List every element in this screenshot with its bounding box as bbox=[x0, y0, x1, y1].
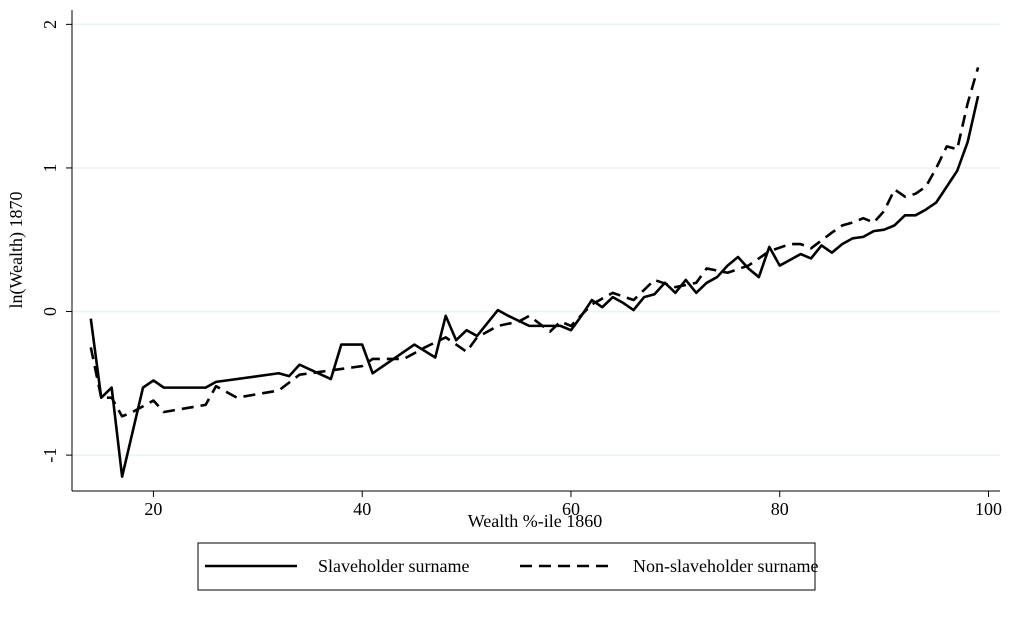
x-tick-label: 20 bbox=[144, 499, 162, 519]
y-tick-label: 1 bbox=[40, 163, 60, 172]
series-line bbox=[89, 95, 980, 478]
legend-label: Non-slaveholder surname bbox=[633, 556, 818, 576]
x-axis-label: Wealth %-ile 1860 bbox=[468, 511, 603, 531]
x-tick-label: 40 bbox=[353, 499, 371, 519]
legend-label: Slaveholder surname bbox=[318, 556, 469, 576]
x-tick-label: 100 bbox=[975, 499, 1002, 519]
y-tick-label: 2 bbox=[40, 20, 60, 29]
y-tick-label: -1 bbox=[40, 448, 60, 463]
y-tick-label: 0 bbox=[40, 307, 60, 316]
x-tick-label: 60 bbox=[562, 499, 580, 519]
x-tick-label: 80 bbox=[771, 499, 789, 519]
series-line bbox=[89, 67, 980, 418]
y-axis-label: ln(Wealth) 1870 bbox=[6, 191, 27, 308]
legend-box bbox=[197, 542, 816, 591]
